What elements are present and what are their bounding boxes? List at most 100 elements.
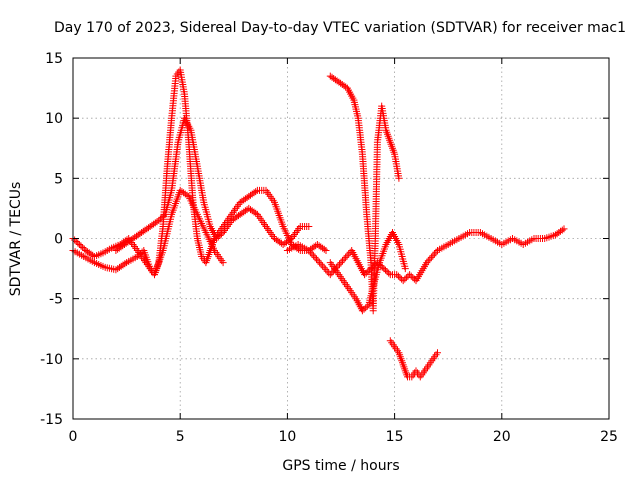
data-point bbox=[85, 249, 87, 252]
data-point bbox=[372, 309, 374, 312]
data-point bbox=[256, 213, 259, 216]
data-point bbox=[202, 201, 205, 204]
data-point bbox=[153, 273, 156, 276]
data-point bbox=[353, 99, 355, 101]
data-point bbox=[196, 165, 199, 168]
data-point bbox=[175, 75, 177, 77]
data-point bbox=[346, 285, 349, 288]
data-point bbox=[365, 213, 368, 216]
data-point bbox=[115, 268, 117, 271]
data-point bbox=[357, 261, 359, 264]
data-point bbox=[142, 249, 145, 252]
data-point bbox=[179, 189, 181, 192]
data-point bbox=[376, 141, 379, 144]
data-point bbox=[222, 231, 224, 234]
data-point bbox=[380, 105, 383, 107]
data-point bbox=[136, 249, 139, 252]
data-point bbox=[423, 370, 426, 372]
x-tick-label: 20 bbox=[493, 429, 511, 445]
data-point bbox=[248, 207, 250, 210]
data-point bbox=[290, 237, 293, 240]
data-point bbox=[363, 273, 366, 276]
data-point bbox=[125, 261, 128, 264]
data-point bbox=[361, 153, 364, 156]
data-point bbox=[346, 87, 349, 89]
data-marks bbox=[69, 66, 568, 381]
series-marks bbox=[112, 114, 313, 254]
y-axis-label: SDTVAR / TECUs bbox=[8, 182, 24, 297]
data-point bbox=[179, 69, 181, 71]
data-point bbox=[222, 225, 224, 228]
series-marks bbox=[69, 66, 330, 279]
data-point bbox=[187, 141, 190, 144]
data-point bbox=[391, 231, 394, 234]
series-sat-f bbox=[326, 229, 409, 315]
data-point bbox=[190, 129, 192, 131]
data-point bbox=[511, 237, 514, 240]
data-point bbox=[162, 249, 164, 252]
data-point bbox=[325, 249, 327, 252]
data-point bbox=[162, 225, 164, 228]
data-point bbox=[110, 247, 113, 249]
data-point bbox=[93, 255, 96, 258]
data-point bbox=[329, 75, 332, 77]
data-point bbox=[78, 243, 81, 246]
data-point bbox=[256, 189, 259, 192]
data-point bbox=[318, 261, 321, 264]
data-point bbox=[355, 297, 357, 300]
data-point bbox=[389, 141, 392, 144]
data-point bbox=[372, 285, 374, 288]
series-sat-a bbox=[69, 66, 330, 279]
data-point bbox=[136, 255, 139, 258]
data-point bbox=[490, 237, 492, 240]
data-point bbox=[389, 339, 392, 342]
data-point bbox=[361, 309, 364, 312]
data-point bbox=[170, 213, 173, 216]
axes: 0 5 10 15 20 25 -15 -10 -5 0 5 10 15 bbox=[40, 51, 618, 445]
data-point bbox=[383, 267, 385, 270]
y-tick-label: 10 bbox=[45, 111, 63, 127]
data-point bbox=[183, 93, 186, 95]
y-tick-label: -15 bbox=[40, 412, 63, 428]
grid bbox=[73, 58, 609, 419]
x-axis-label: GPS time / hours bbox=[282, 458, 399, 474]
data-point bbox=[215, 237, 218, 240]
data-point bbox=[389, 273, 392, 276]
x-tick-label: 25 bbox=[600, 429, 618, 445]
data-point bbox=[166, 165, 169, 168]
data-point bbox=[209, 249, 212, 252]
y-tick-label: 5 bbox=[54, 171, 63, 187]
series-marks bbox=[283, 225, 568, 285]
data-point bbox=[432, 358, 434, 360]
data-point bbox=[408, 273, 411, 276]
series-sat-g bbox=[386, 337, 441, 381]
data-point bbox=[316, 243, 319, 246]
data-point bbox=[230, 219, 233, 222]
data-point bbox=[357, 117, 359, 119]
data-point bbox=[230, 213, 233, 216]
series-sat-d bbox=[283, 225, 568, 285]
chart-title: Day 170 of 2023, Sidereal Day-to-day VTE… bbox=[54, 20, 626, 36]
data-point bbox=[205, 231, 207, 234]
data-point bbox=[522, 243, 525, 246]
data-point bbox=[393, 153, 396, 156]
series-sat-c bbox=[112, 114, 313, 254]
data-point bbox=[329, 273, 332, 276]
data-point bbox=[458, 237, 460, 240]
data-point bbox=[338, 81, 340, 83]
y-tick-label: 0 bbox=[54, 232, 63, 248]
data-point bbox=[329, 261, 332, 264]
data-point bbox=[404, 267, 407, 270]
data-point bbox=[239, 213, 242, 216]
data-point bbox=[297, 243, 299, 246]
data-point bbox=[398, 177, 400, 180]
data-point bbox=[308, 249, 310, 252]
data-point bbox=[398, 352, 400, 354]
data-point bbox=[248, 195, 250, 198]
data-point bbox=[187, 195, 190, 198]
data-point bbox=[183, 117, 186, 119]
x-tick-label: 5 bbox=[176, 429, 185, 445]
data-point bbox=[428, 364, 430, 366]
data-point bbox=[200, 255, 203, 258]
data-point bbox=[479, 231, 482, 234]
